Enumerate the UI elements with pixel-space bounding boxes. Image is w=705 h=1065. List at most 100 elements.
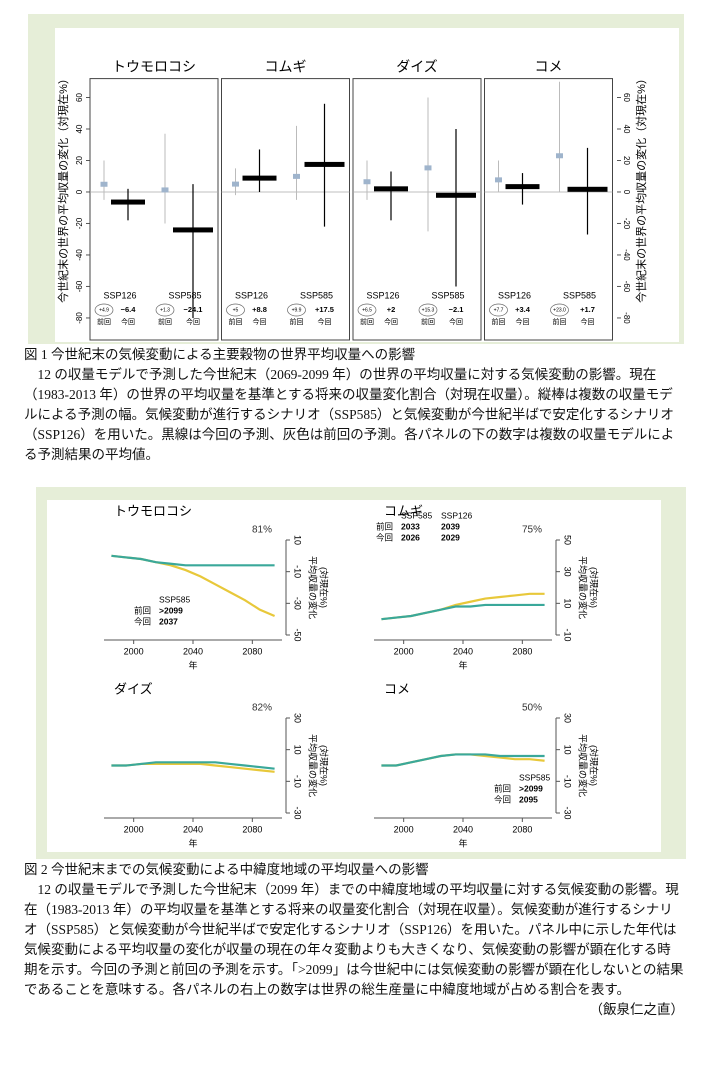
current-label: 今回 bbox=[516, 317, 530, 326]
y-tick-label: -10 bbox=[563, 628, 573, 641]
prev-value: +6.5 bbox=[362, 307, 372, 313]
current-mean bbox=[505, 184, 540, 190]
prev-value-circle bbox=[418, 303, 438, 317]
current-value: +2 bbox=[387, 305, 396, 314]
annotation-scenario: SSP585 bbox=[519, 772, 550, 782]
y-tick-label: 60 bbox=[75, 93, 84, 102]
caption-title: 図 2 今世紀末までの気候変動による中緯度地域の平均収量への影響 bbox=[24, 862, 429, 877]
y-tick-label: -80 bbox=[622, 312, 631, 324]
axis-title: 平均収量の変化 bbox=[578, 556, 589, 619]
axis-title: 平均収量の変化 bbox=[308, 734, 319, 797]
y-tick-label: -60 bbox=[75, 280, 84, 292]
current-label: 今回 bbox=[318, 317, 332, 326]
prev-mean bbox=[161, 187, 169, 193]
panel-title: トウモロコシ bbox=[114, 503, 192, 518]
y-tick-label: -80 bbox=[75, 312, 84, 324]
axis-title: (対現在%) bbox=[319, 567, 330, 608]
x-tick-label: 2040 bbox=[183, 824, 203, 834]
panel-border bbox=[352, 78, 482, 341]
panel-title: コメ bbox=[384, 681, 410, 696]
axis-title: (対現在%) bbox=[589, 567, 600, 608]
caption-text: 12 の収量モデルで予測した今世紀末（2069-2099 年）の世界の平均収量に… bbox=[24, 367, 675, 462]
scenario-label: SSP126 bbox=[498, 290, 531, 300]
y-tick-label: 10 bbox=[563, 745, 573, 755]
current-label: 今回 bbox=[449, 317, 463, 326]
x-tick-label: 2040 bbox=[453, 824, 473, 834]
prev-value: +15.3 bbox=[422, 307, 435, 313]
current-value: +3.4 bbox=[515, 305, 531, 314]
annotation-label: 前回 bbox=[494, 783, 511, 793]
annotation-value: 2026 bbox=[401, 532, 420, 542]
annotation-label: 今回 bbox=[494, 794, 511, 804]
prev-value: +4.9 bbox=[99, 307, 109, 313]
annotation-value: 2029 bbox=[441, 532, 460, 542]
current-mean bbox=[111, 199, 145, 205]
current-mean bbox=[374, 186, 408, 192]
annotation-scenario: SSP585 bbox=[401, 510, 432, 520]
scenario-label: SSP126 bbox=[235, 290, 268, 300]
current-value: −6.4 bbox=[121, 305, 137, 314]
x-tick-label: 2040 bbox=[453, 646, 473, 656]
y-tick-label: -30 bbox=[293, 597, 303, 610]
prev-value: +23.0 bbox=[553, 307, 566, 313]
annotation-value: >2099 bbox=[519, 783, 543, 793]
caption-2: 図 2 今世紀末までの気候変動による中緯度地域の平均収量への影響 12 の収量モ… bbox=[24, 860, 684, 1020]
y-tick-label: 50 bbox=[563, 535, 573, 545]
y-tick-label: 30 bbox=[563, 567, 573, 577]
prev-value-circle bbox=[226, 303, 245, 317]
annotation-value: >2099 bbox=[159, 605, 183, 615]
panel-title: コムギ bbox=[265, 59, 307, 75]
x-axis-title: 年 bbox=[188, 659, 197, 670]
y-tick-label: 20 bbox=[622, 156, 631, 165]
prev-value-circle bbox=[155, 303, 175, 317]
annotation-value: 2095 bbox=[519, 794, 538, 804]
current-mean bbox=[242, 175, 277, 181]
author: （飯泉仁之直） bbox=[589, 1002, 685, 1017]
annotation-scenario: SSP126 bbox=[441, 510, 472, 520]
y-tick-label: 20 bbox=[75, 155, 84, 164]
current-mean bbox=[436, 192, 476, 198]
prev-mean bbox=[232, 181, 239, 187]
x-axis-title: 年 bbox=[188, 837, 197, 848]
y-tick-label: 10 bbox=[293, 745, 303, 755]
prev-mean bbox=[293, 173, 300, 179]
axis-title: (対現在%) bbox=[319, 745, 330, 786]
prev-value-circle bbox=[357, 303, 377, 317]
prev-label: 前回 bbox=[290, 317, 304, 326]
share-label: 75% bbox=[522, 525, 542, 536]
y-tick-label: -10 bbox=[293, 775, 303, 788]
y-tick-label: 30 bbox=[563, 713, 573, 723]
panel-border bbox=[484, 78, 613, 341]
panel-title: トウモロコシ bbox=[112, 59, 196, 75]
y-tick-label: 10 bbox=[563, 598, 573, 608]
x-tick-label: 2000 bbox=[394, 824, 414, 834]
series-line bbox=[381, 753, 545, 767]
prev-label: 前回 bbox=[492, 317, 506, 326]
scenario-label: SSP126 bbox=[366, 290, 399, 300]
prev-value-circle bbox=[489, 303, 508, 317]
annotation-label: 今回 bbox=[376, 532, 393, 542]
prev-label: 前回 bbox=[360, 317, 374, 326]
prev-label: 前回 bbox=[97, 317, 111, 326]
scenario-label: SSP585 bbox=[431, 290, 464, 300]
x-tick-label: 2000 bbox=[124, 824, 144, 834]
current-label: 今回 bbox=[384, 317, 398, 326]
x-axis-title: 年 bbox=[458, 837, 467, 848]
prev-value: +1.3 bbox=[160, 307, 170, 313]
panel-border bbox=[89, 78, 219, 341]
panel-title: コムギ bbox=[384, 503, 423, 518]
caption-text: 12 の収量モデルで予測した今世紀末（2099 年）までの中緯度地域の平均収量に… bbox=[24, 882, 684, 997]
axis-title: (対現在%) bbox=[589, 745, 600, 786]
y-tick-label: -10 bbox=[563, 775, 573, 788]
figure-panel-bg bbox=[47, 500, 661, 852]
axis-title: 平均収量の変化 bbox=[578, 734, 589, 797]
y-tick-label: -20 bbox=[622, 218, 631, 230]
panel-title: ダイズ bbox=[114, 681, 153, 696]
x-tick-label: 2080 bbox=[242, 646, 262, 656]
current-mean bbox=[173, 227, 213, 233]
annotation-label: 今回 bbox=[134, 616, 151, 626]
series-line bbox=[111, 554, 275, 567]
annotation-label: 前回 bbox=[134, 605, 151, 615]
